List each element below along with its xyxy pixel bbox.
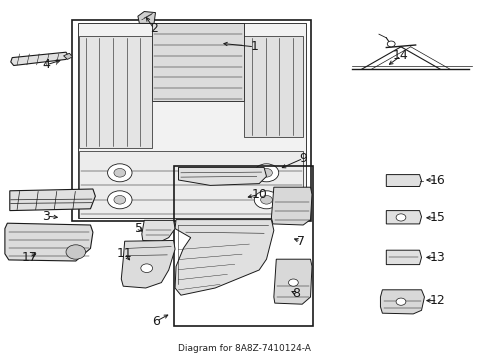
Text: 14: 14 — [392, 49, 408, 62]
Text: 12: 12 — [429, 294, 445, 307]
Polygon shape — [79, 36, 151, 148]
Circle shape — [260, 168, 272, 177]
Text: 2: 2 — [150, 22, 158, 35]
Text: 3: 3 — [42, 210, 50, 222]
Polygon shape — [11, 52, 68, 66]
Text: 1: 1 — [250, 40, 258, 53]
Circle shape — [288, 279, 298, 286]
Polygon shape — [10, 189, 95, 211]
Circle shape — [254, 164, 278, 182]
Circle shape — [66, 245, 85, 259]
Circle shape — [107, 164, 132, 182]
Polygon shape — [63, 53, 72, 59]
Polygon shape — [271, 187, 311, 225]
Circle shape — [141, 264, 152, 273]
Polygon shape — [138, 12, 155, 23]
Polygon shape — [178, 167, 266, 185]
Polygon shape — [386, 175, 421, 186]
Text: 4: 4 — [42, 58, 50, 71]
Polygon shape — [151, 23, 244, 101]
Polygon shape — [78, 23, 305, 218]
Polygon shape — [72, 20, 310, 221]
Text: 9: 9 — [299, 152, 306, 165]
Text: 13: 13 — [429, 251, 445, 264]
Text: 5: 5 — [135, 222, 143, 235]
Polygon shape — [175, 220, 273, 295]
Circle shape — [395, 298, 405, 305]
Polygon shape — [142, 220, 175, 241]
Polygon shape — [386, 211, 421, 224]
Polygon shape — [244, 36, 303, 137]
Polygon shape — [79, 151, 303, 218]
Text: Diagram for 8A8Z-7410124-A: Diagram for 8A8Z-7410124-A — [178, 344, 310, 353]
Circle shape — [114, 195, 125, 204]
Polygon shape — [273, 259, 311, 304]
Text: 15: 15 — [429, 211, 445, 224]
Text: 16: 16 — [429, 174, 445, 186]
Text: 7: 7 — [296, 235, 304, 248]
Polygon shape — [5, 223, 93, 261]
Text: 17: 17 — [21, 251, 37, 264]
Text: 6: 6 — [152, 315, 160, 328]
Circle shape — [386, 41, 394, 47]
Circle shape — [107, 191, 132, 209]
Circle shape — [395, 214, 405, 221]
Circle shape — [260, 195, 272, 204]
Text: 11: 11 — [117, 247, 132, 260]
Circle shape — [114, 168, 125, 177]
Polygon shape — [386, 250, 421, 265]
Polygon shape — [380, 290, 424, 314]
Polygon shape — [121, 240, 175, 288]
Text: 10: 10 — [251, 188, 266, 201]
Text: 8: 8 — [291, 287, 299, 300]
Circle shape — [254, 191, 278, 209]
